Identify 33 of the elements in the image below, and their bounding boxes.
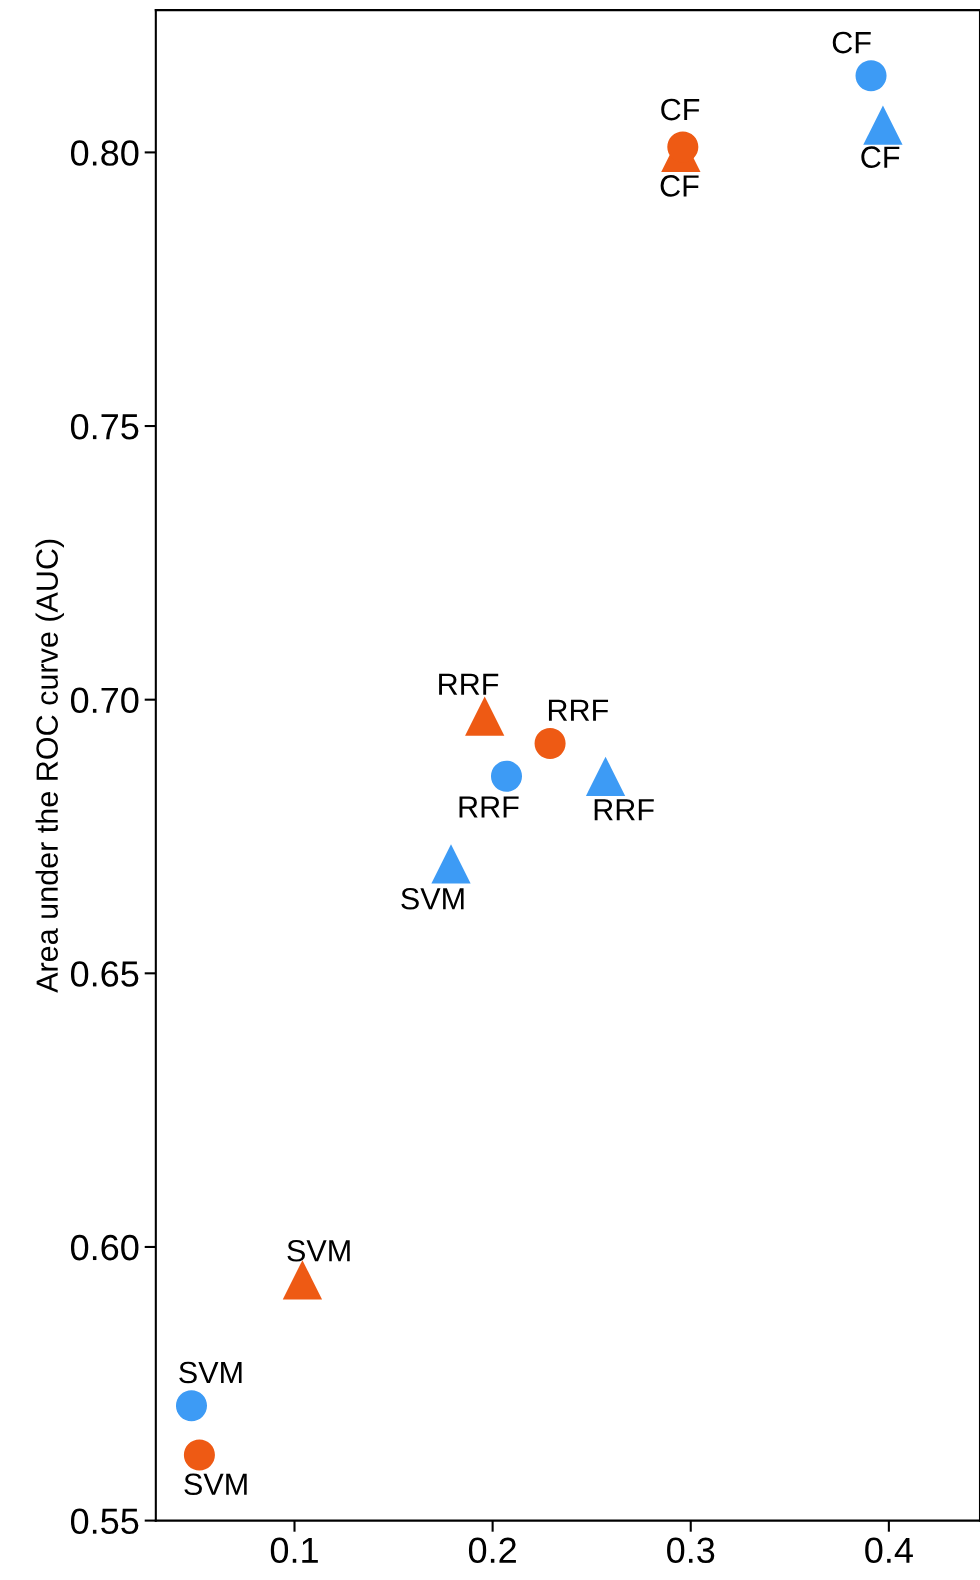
point [175, 1390, 208, 1422]
point [855, 60, 887, 92]
point [490, 760, 523, 792]
y-tick-label: 0.75 [70, 413, 139, 440]
point [863, 105, 903, 145]
point [183, 1439, 215, 1471]
point [465, 696, 505, 736]
x-tick-label: 0.3 [667, 1537, 715, 1564]
y-tick-label: 0.80 [70, 140, 139, 166]
x-tick-label: 0.1 [270, 1537, 318, 1564]
x-tick-label: 0.4 [865, 1537, 913, 1564]
annotation: SVM [184, 1473, 247, 1496]
point [534, 727, 566, 759]
y-tick-label: 0.60 [70, 1234, 139, 1261]
annotation: RRF [439, 673, 499, 695]
annotation: SVM [287, 1239, 350, 1262]
annotation: RRF [548, 699, 609, 721]
annotation: CF [661, 98, 700, 121]
annotation: CF [861, 146, 900, 168]
annotation: RRF [594, 799, 654, 821]
annotation: RRF [459, 796, 519, 818]
y-tick-label: 0.70 [70, 687, 139, 714]
point [585, 756, 626, 796]
annotation: CF [832, 31, 871, 54]
point [282, 1260, 323, 1300]
x-tick-label: 0.2 [468, 1537, 516, 1564]
y-tick-label: 0.65 [70, 961, 139, 987]
y-axis-title: Area under the ROC curve (AUC) [35, 539, 64, 993]
point [431, 844, 471, 884]
annotation: CF [660, 175, 699, 197]
annotation: SVM [401, 887, 464, 910]
annotation: SVM [179, 1361, 242, 1384]
y-tick-label: 0.55 [70, 1508, 139, 1535]
